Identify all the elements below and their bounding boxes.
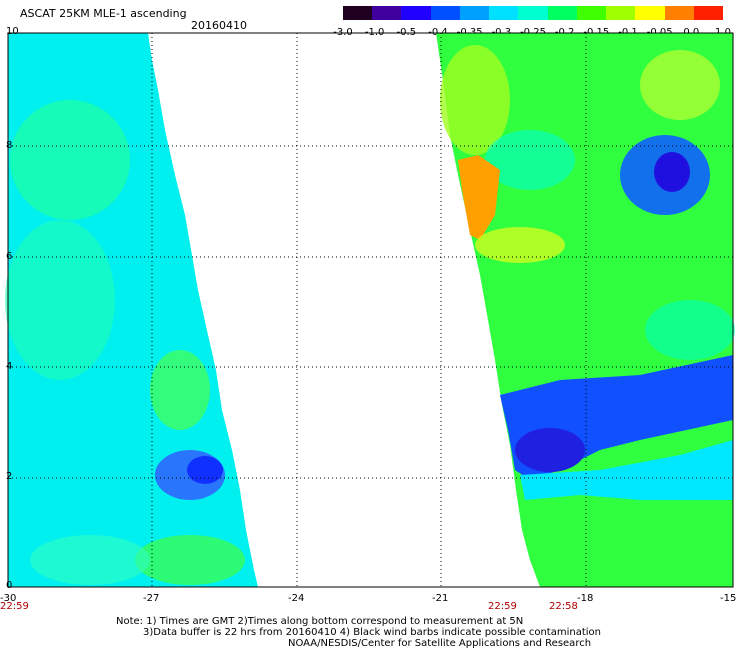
left-swath-patch (135, 535, 245, 585)
colorbar-swatch (489, 6, 519, 20)
colorbar-swatch (430, 6, 460, 20)
x-tick-minus24: -24 (288, 593, 305, 604)
note-line-2: 3)Data buffer is 22 hrs from 20160410 4)… (143, 627, 601, 638)
colorbar-swatch (664, 6, 694, 20)
right-swath-patch (645, 300, 735, 360)
map-frame (7, 32, 734, 588)
left-swath-blue-core (187, 456, 223, 484)
colorbar-swatch (459, 6, 490, 20)
note-line-1: Note: 1) Times are GMT 2)Times along bot… (116, 616, 524, 627)
y-tick-0: 0 (6, 580, 13, 591)
right-swath-orange (458, 155, 500, 240)
right-swath-patch (440, 45, 510, 155)
product-title: ASCAT 25KM MLE-1 ascending (20, 7, 187, 20)
colorbar-swatch (343, 6, 373, 20)
x-tick-minus18: -18 (577, 593, 594, 604)
y-tick-4: 4 (6, 361, 13, 372)
right-swath-patch (485, 130, 575, 190)
colorbar-swatch (693, 6, 724, 20)
right-swath-blue-core (654, 152, 690, 192)
left-swath-patch (30, 535, 150, 585)
product-date: 20160410 (191, 19, 247, 32)
time-right-swath-a: 22:59 (488, 601, 517, 612)
right-swath-patch (475, 227, 565, 263)
x-tick-minus15: -15 (720, 593, 737, 604)
y-tick-8: 8 (6, 140, 13, 151)
left-swath-patch (5, 220, 115, 380)
y-tick-10: 10 (6, 26, 19, 37)
colorbar (343, 6, 724, 20)
x-tick-minus27: -27 (143, 593, 160, 604)
time-left-swath: 22:59 (0, 601, 29, 612)
right-swath-blue-core (515, 428, 585, 472)
colorbar-swatch (635, 6, 665, 20)
colorbar-swatch (372, 6, 402, 20)
colorbar-swatch (518, 6, 548, 20)
left-swath-patch (150, 350, 210, 430)
note-line-3: NOAA/NESDIS/Center for Satellite Applica… (288, 638, 592, 649)
left-swath-patch (10, 100, 130, 220)
colorbar-swatch (606, 6, 636, 20)
x-tick-minus21: -21 (432, 593, 449, 604)
colorbar-swatch (576, 6, 607, 20)
time-right-swath-b: 22:58 (549, 601, 578, 612)
right-swath-patch (640, 50, 720, 120)
right-swath-cyan-band (520, 440, 733, 500)
y-tick-6: 6 (6, 251, 13, 262)
colorbar-swatch (401, 6, 431, 20)
colorbar-swatch (547, 6, 577, 20)
y-tick-2: 2 (6, 471, 13, 482)
x-tick-minus30: -30 (0, 593, 17, 604)
